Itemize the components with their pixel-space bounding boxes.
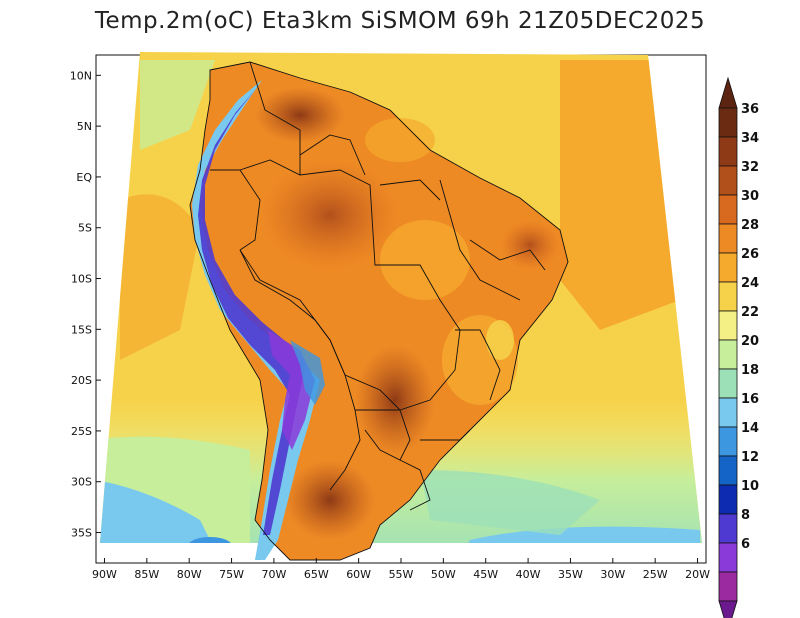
colorbar-label: 30 — [741, 189, 759, 204]
colorbar-swatch — [718, 194, 738, 225]
lat-tick-label: 30S — [71, 476, 92, 489]
lon-tick-label: 20W — [685, 568, 710, 581]
colorbar-swatch — [718, 397, 738, 428]
lat-tick-label: 20S — [71, 374, 92, 387]
colorbar-swatch — [718, 426, 738, 457]
lon-tick-label: 40W — [516, 568, 541, 581]
lon-tick-label: 70W — [261, 568, 286, 581]
temperature-colorbar: 36 34 32 30 28 26 24 22 20 18 16 14 12 10 8 6 — [718, 76, 759, 618]
lon-tick-label: 35W — [558, 568, 583, 581]
lat-tick-label: 35S — [71, 527, 92, 540]
colorbar-swatch — [718, 136, 738, 167]
guiana-mild — [365, 118, 435, 162]
lat-tick-label: 5S — [78, 222, 92, 235]
colorbar-swatch — [718, 542, 738, 573]
colorbar-swatch — [718, 571, 738, 602]
colorbar-bottom-arrow — [718, 600, 738, 618]
colorbar-label: 24 — [741, 276, 759, 291]
atlantic-mild-patch — [420, 470, 600, 535]
lon-tick-label: 65W — [304, 568, 329, 581]
colorbar-label: 34 — [741, 131, 759, 146]
colorbar-swatch — [718, 513, 738, 544]
colorbar-label: 20 — [741, 334, 759, 349]
pacific-warm-band — [120, 194, 200, 360]
colorbar-swatch — [718, 281, 738, 312]
colorbar-label: 14 — [741, 421, 759, 436]
lat-tick-label: 15S — [71, 323, 92, 336]
tropical-atlantic-warm — [560, 60, 680, 330]
colorbar-label: 26 — [741, 247, 759, 262]
colorbar-label: 18 — [741, 363, 759, 378]
chaco-hot-core — [355, 345, 435, 455]
colorbar-swatch — [718, 310, 738, 341]
lon-tick-label: 55W — [389, 568, 414, 581]
colorbar-label: 8 — [741, 508, 750, 523]
andes-cold-core — [198, 90, 306, 535]
colorbar-swatch — [718, 484, 738, 515]
serra-mild — [486, 320, 514, 360]
colorbar-label: 16 — [741, 392, 759, 407]
pampas-hot-core — [285, 460, 375, 540]
amazon-hot-core — [260, 160, 400, 270]
equatorial-pacific-mild — [140, 60, 215, 150]
colorbar-swatch — [718, 368, 738, 399]
country-borders — [189, 61, 569, 561]
colorbar-label: 10 — [741, 479, 759, 494]
atlantic-cool-patch — [460, 526, 700, 543]
lon-tick-label: 50W — [431, 568, 456, 581]
central-brazil-mild — [380, 220, 470, 300]
lat-tick-label: 10N — [70, 69, 92, 82]
latitude-axis: 10N 5N EQ 5S 10S 15S 20S 25S 30S 35S — [70, 69, 101, 540]
lon-tick-label: 30W — [600, 568, 625, 581]
colorbar-label: 28 — [741, 218, 759, 233]
pacific-cold-core — [188, 537, 232, 543]
colorbar-label: 12 — [741, 450, 759, 465]
lon-tick-label: 90W — [92, 568, 117, 581]
colorbar-swatch — [718, 339, 738, 370]
colorbar-top-arrow — [718, 76, 738, 109]
colorbar-label: 22 — [741, 305, 759, 320]
colorbar-swatch — [718, 107, 738, 138]
lon-tick-label: 75W — [219, 568, 244, 581]
colorbar-label: 32 — [741, 160, 759, 175]
colorbar-swatch — [718, 252, 738, 283]
lon-tick-label: 60W — [346, 568, 371, 581]
colorbar-label: 6 — [741, 537, 750, 552]
northeast-hot-core — [500, 220, 560, 270]
map-title: Temp.2m(oC) Eta3km SiSMOM 69h 21Z05DEC20… — [94, 8, 706, 34]
lat-tick-label: 25S — [71, 425, 92, 438]
longitude-axis: 90W 85W 80W 75W 70W 65W 60W 55W 50W 45W 40W 35W 30W 2… — [92, 558, 710, 581]
colorbar-label: 36 — [741, 102, 759, 117]
colorbar-swatch — [718, 223, 738, 254]
lon-tick-label: 45W — [473, 568, 498, 581]
lat-tick-label: 10S — [71, 273, 92, 286]
pacific-cold-patch — [100, 480, 220, 543]
lon-tick-label: 25W — [643, 568, 668, 581]
venezuela-hot-core — [255, 87, 345, 143]
colorbar-swatch — [718, 455, 738, 486]
colorbar-swatch — [718, 165, 738, 196]
altiplano-shallow — [290, 340, 325, 405]
lat-tick-label: EQ — [76, 171, 92, 184]
lon-tick-label: 80W — [177, 568, 202, 581]
lat-tick-label: 5N — [77, 120, 92, 133]
lon-tick-label: 85W — [134, 568, 159, 581]
